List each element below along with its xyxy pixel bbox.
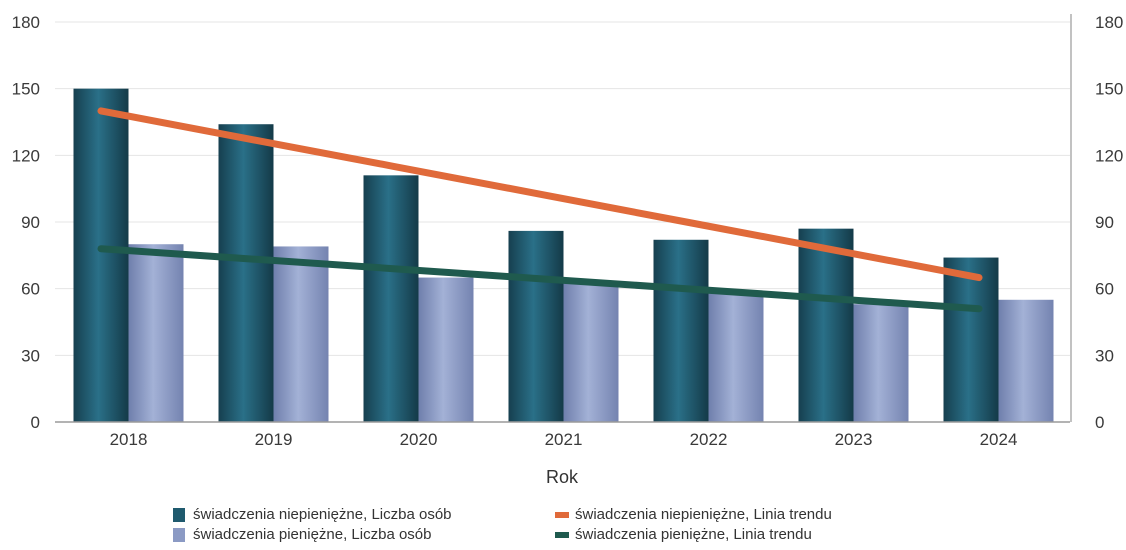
bar — [998, 299, 1054, 422]
legend-label: świadczenia pieniężne, Liczba osób — [193, 526, 432, 543]
bars — [73, 88, 1054, 423]
bar — [653, 239, 709, 422]
x-tick-label: 2021 — [545, 430, 583, 449]
trend-line — [97, 107, 983, 282]
bar — [273, 246, 329, 422]
x-tick-label: 2019 — [255, 430, 293, 449]
legend-swatch — [555, 531, 569, 538]
y-tick-label-right: 30 — [1095, 346, 1114, 365]
legend: świadczenia niepieniężne, Liczba osób św… — [173, 506, 933, 546]
x-tick-label: 2023 — [835, 430, 873, 449]
bar — [418, 277, 474, 422]
legend-item-trend-pieniezne: świadczenia pieniężne, Linia trendu — [555, 526, 812, 543]
legend-swatch — [555, 511, 569, 518]
x-tick-label: 2018 — [110, 430, 148, 449]
y-tick-label-right: 150 — [1095, 80, 1123, 99]
legend-label: świadczenia pieniężne, Linia trendu — [575, 526, 812, 543]
y-tick-label-right: 60 — [1095, 280, 1114, 299]
bar — [73, 88, 129, 423]
legend-label: świadczenia niepieniężne, Liczba osób — [193, 506, 452, 523]
trend-lines — [97, 107, 983, 313]
y-tick-label-right: 180 — [1095, 13, 1123, 32]
legend-item-bar-niepieniezne: świadczenia niepieniężne, Liczba osób — [173, 506, 452, 523]
bar — [563, 282, 619, 422]
legend-label: świadczenia niepieniężne, Linia trendu — [575, 506, 832, 523]
bar — [128, 244, 184, 422]
bar — [218, 124, 274, 422]
bar — [798, 228, 854, 422]
bar — [943, 257, 999, 422]
legend-swatch — [173, 507, 185, 522]
x-axis: 2018 2019 2020 2021 2022 2023 2024 — [110, 430, 1018, 449]
y-axis-right: 0 30 60 90 120 150 180 — [1070, 13, 1123, 432]
y-tick-label-left: 60 — [21, 280, 40, 299]
y-tick-label-right: 0 — [1095, 413, 1104, 432]
y-axis-left: 0 30 60 90 120 150 180 — [12, 13, 40, 432]
legend-item-trend-niepieniezne: świadczenia niepieniężne, Linia trendu — [555, 506, 832, 523]
bar — [708, 293, 764, 422]
x-tick-label: 2022 — [690, 430, 728, 449]
y-tick-label-left: 90 — [21, 213, 40, 232]
y-tick-label-right: 90 — [1095, 213, 1114, 232]
trend-line — [97, 245, 983, 313]
x-axis-title: Rok — [546, 467, 579, 487]
y-tick-label-right: 120 — [1095, 146, 1123, 165]
bar — [853, 304, 909, 422]
y-tick-label-left: 150 — [12, 80, 40, 99]
y-tick-label-left: 120 — [12, 146, 40, 165]
legend-item-bar-pieniezne: świadczenia pieniężne, Liczba osób — [173, 526, 431, 543]
y-tick-label-left: 30 — [21, 346, 40, 365]
x-tick-label: 2020 — [400, 430, 438, 449]
y-tick-label-left: 0 — [31, 413, 40, 432]
legend-swatch — [173, 527, 185, 542]
bar — [508, 230, 564, 422]
bar — [363, 175, 419, 422]
x-tick-label: 2024 — [980, 430, 1018, 449]
y-tick-label-left: 180 — [12, 13, 40, 32]
